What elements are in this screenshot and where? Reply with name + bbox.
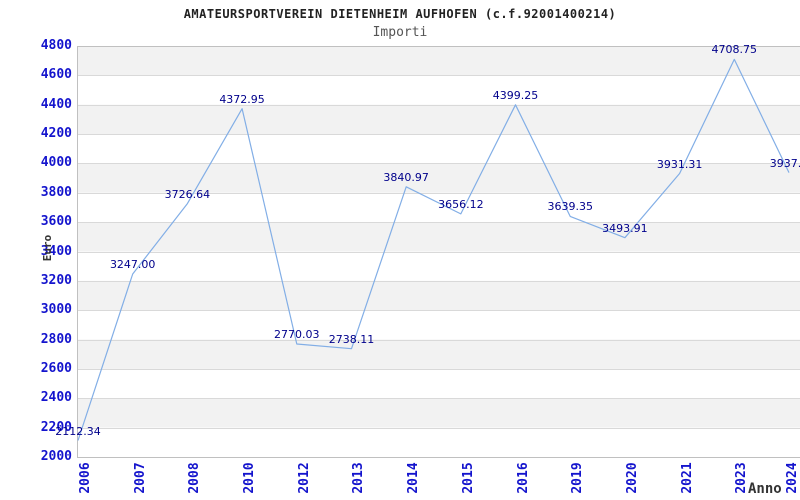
x-tick-label: 2024 — [785, 462, 800, 494]
data-point-label: 3639.35 — [547, 200, 593, 214]
y-tick-label: 2800 — [40, 331, 72, 347]
x-tick-label: 2015 — [460, 462, 476, 494]
data-point-label: 3493.91 — [602, 221, 648, 235]
x-tick-label: 2019 — [570, 462, 586, 494]
y-tick-label: 3600 — [40, 214, 72, 230]
x-tick-label: 2012 — [296, 462, 312, 494]
data-point-label: 3656.12 — [438, 197, 484, 211]
chart-subtitle: Importi — [372, 25, 428, 40]
x-axis-title: Anno — [748, 481, 782, 497]
chart-title: AMATEURSPORTVEREIN DIETENHEIM AUFHOFEN (… — [183, 7, 617, 21]
data-point-label: 3726.64 — [164, 187, 211, 201]
y-tick-label: 2600 — [40, 360, 72, 376]
y-tick-label: 3800 — [40, 184, 72, 200]
y-tick-label: 4200 — [40, 126, 72, 142]
plot-band — [77, 368, 800, 399]
y-axis-title: Euro — [41, 234, 54, 262]
plot-band — [77, 104, 800, 135]
data-point-label: 2738.11 — [328, 332, 375, 346]
y-tick-label: 2200 — [40, 419, 72, 435]
plot-band — [77, 222, 800, 252]
plot-band — [77, 398, 800, 428]
plot-band — [77, 251, 800, 281]
data-line — [77, 58, 790, 441]
data-point-label: 3937.2 — [769, 156, 800, 170]
plot-band — [77, 46, 800, 76]
data-point-label: 4399.25 — [492, 88, 539, 102]
x-tick-label: 2007 — [132, 462, 148, 494]
x-tick-label: 2020 — [624, 462, 640, 494]
data-point-label: 3247.00 — [109, 257, 156, 271]
plot-border — [77, 46, 800, 458]
plot-band — [77, 192, 800, 223]
plot-band — [77, 134, 800, 164]
data-point-label: 4708.75 — [711, 43, 758, 57]
x-tick-label: 2006 — [78, 462, 93, 494]
data-point-label: 4372.95 — [219, 92, 265, 106]
x-tick-label: 2010 — [242, 462, 258, 494]
y-tick-label: 4600 — [40, 67, 72, 83]
y-tick-label: 3000 — [40, 302, 72, 318]
plot-band — [77, 280, 800, 311]
data-point-label: 3931.31 — [656, 157, 703, 171]
y-tick-label: 3400 — [40, 243, 72, 259]
y-tick-label: 2000 — [40, 449, 72, 464]
plot-band — [77, 163, 800, 193]
data-point-label: 2770.03 — [274, 327, 320, 341]
y-tick-label: 4400 — [40, 96, 72, 112]
y-tick-label: 3200 — [40, 272, 72, 288]
x-tick-label: 2014 — [406, 462, 422, 494]
y-tick-label: 2400 — [40, 390, 72, 406]
x-tick-label: 2008 — [187, 462, 203, 494]
y-tick-label: 4000 — [40, 155, 72, 171]
plot-band — [77, 75, 800, 105]
plot-band — [77, 339, 800, 369]
data-point-label: 3840.97 — [383, 170, 429, 184]
x-tick-label: 2021 — [679, 462, 695, 494]
x-tick-label: 2016 — [515, 462, 531, 494]
x-tick-label: 2013 — [351, 462, 367, 494]
y-tick-label: 4800 — [40, 38, 72, 53]
plot-band — [77, 427, 800, 457]
plot-band — [77, 310, 800, 340]
data-point-label: 2112.34 — [55, 424, 101, 438]
